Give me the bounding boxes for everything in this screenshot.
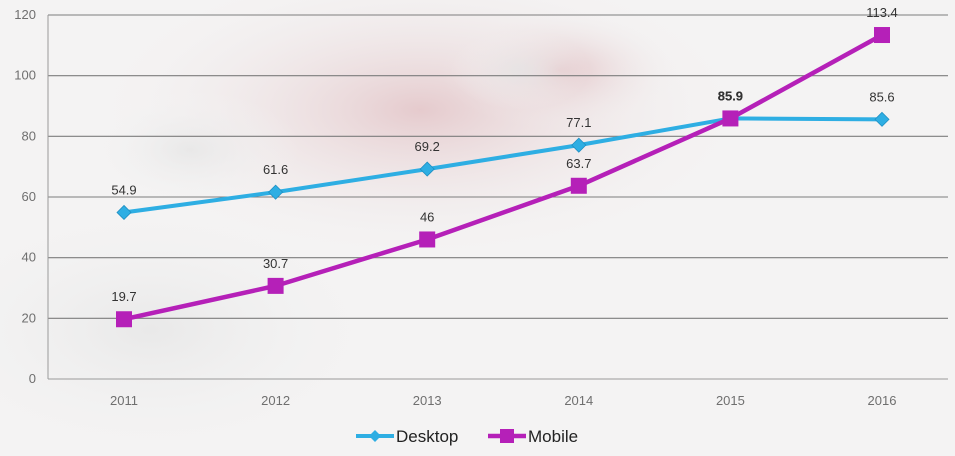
legend-item-desktop: Desktop bbox=[356, 427, 458, 446]
data-label-desktop: 54.9 bbox=[111, 182, 136, 197]
data-label-desktop: 85.6 bbox=[869, 89, 894, 104]
data-point-desktop bbox=[268, 184, 284, 200]
data-label-mobile: 19.7 bbox=[111, 289, 136, 304]
x-tick-label: 2012 bbox=[261, 393, 290, 408]
series-line-desktop bbox=[123, 116, 883, 215]
legend-label: Desktop bbox=[396, 427, 458, 446]
data-point-desktop bbox=[419, 161, 435, 177]
data-point-mobile bbox=[570, 177, 587, 194]
legend-item-mobile: Mobile bbox=[488, 427, 578, 446]
data-point-desktop bbox=[571, 137, 587, 153]
series bbox=[116, 27, 890, 328]
y-tick-label: 60 bbox=[22, 189, 36, 204]
y-tick-label: 40 bbox=[22, 250, 36, 265]
y-tick-label: 80 bbox=[22, 128, 36, 143]
y-tick-label: 0 bbox=[29, 371, 36, 386]
y-tick-label: 120 bbox=[14, 7, 36, 22]
x-tick-label: 2015 bbox=[716, 393, 745, 408]
legend-label: Mobile bbox=[528, 427, 578, 446]
data-point-mobile bbox=[874, 27, 890, 44]
y-tick-label: 20 bbox=[22, 310, 36, 325]
data-label-mobile: 46 bbox=[420, 209, 434, 224]
x-tick-label: 2014 bbox=[564, 393, 593, 408]
axes: 0 20 40 60 80 100 120 2011 2012 2013 2014 2015 2016 bbox=[14, 7, 896, 408]
data-label-desktop: 85.9 bbox=[718, 88, 743, 103]
data-point-mobile bbox=[116, 311, 132, 328]
data-label-desktop: 69.2 bbox=[415, 139, 440, 154]
data-label-mobile: 85.9 bbox=[718, 88, 743, 103]
x-tick-label: 2016 bbox=[868, 393, 897, 408]
series-line-mobile bbox=[123, 33, 884, 322]
data-point-mobile bbox=[267, 277, 284, 294]
data-label-desktop: 77.1 bbox=[566, 115, 591, 130]
x-tick-label: 2013 bbox=[413, 393, 442, 408]
legend-swatch-marker bbox=[500, 429, 514, 443]
data-label-mobile: 113.4 bbox=[866, 5, 898, 20]
data-point-desktop bbox=[874, 111, 890, 127]
data-point-mobile bbox=[722, 110, 739, 127]
x-tick-label: 2011 bbox=[110, 393, 138, 408]
data-point-mobile bbox=[419, 231, 436, 248]
data-label-desktop: 61.6 bbox=[263, 162, 288, 177]
data-point-desktop bbox=[116, 204, 132, 221]
y-tick-label: 100 bbox=[14, 68, 36, 83]
legend: Desktop Mobile bbox=[356, 427, 578, 446]
data-label-mobile: 63.7 bbox=[566, 156, 591, 171]
data-labels: 54.961.669.277.185.9 85.619.730.74663.785… bbox=[111, 5, 897, 304]
gridlines bbox=[48, 14, 948, 380]
legend-swatch-marker bbox=[369, 430, 381, 442]
data-label-mobile: 30.7 bbox=[263, 256, 288, 271]
